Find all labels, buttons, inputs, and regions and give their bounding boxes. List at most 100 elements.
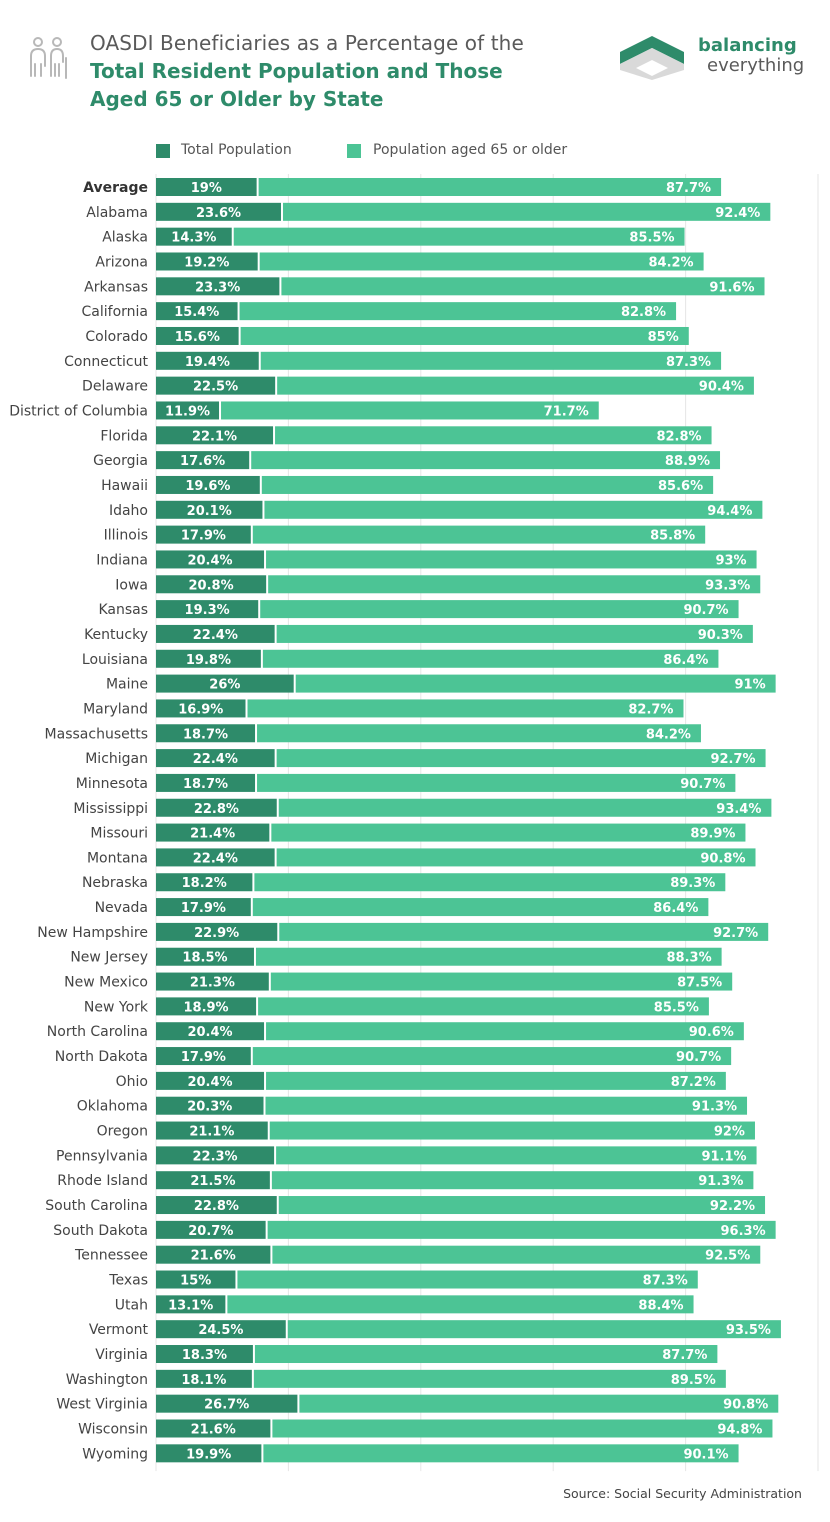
category-label: Rhode Island xyxy=(57,1173,148,1189)
bar-aged-65-plus xyxy=(272,1419,773,1438)
bar-aged-65-plus xyxy=(268,575,761,594)
data-label-aged: 85.6% xyxy=(658,479,703,494)
data-label-aged: 87.2% xyxy=(671,1075,716,1090)
bar-total-population xyxy=(156,277,280,296)
data-label-aged: 89.9% xyxy=(690,827,735,842)
bar-total-population xyxy=(156,451,250,470)
category-label: Minnesota xyxy=(76,776,148,792)
data-label-total: 19.8% xyxy=(186,653,231,668)
chart-title-line-2: Total Resident Population and Those xyxy=(90,59,503,83)
brand-logo-icon xyxy=(620,36,684,80)
bar-aged-65-plus xyxy=(264,500,763,519)
bar-total-population xyxy=(156,302,238,321)
category-label: Pennsylvania xyxy=(56,1148,148,1164)
data-label-aged: 93.5% xyxy=(726,1323,771,1338)
legend-label-aged: Population aged 65 or older xyxy=(373,142,568,158)
data-label-aged: 93.4% xyxy=(716,802,761,817)
chart-title-line-3: Aged 65 or Older by State xyxy=(90,87,384,111)
bar-aged-65-plus xyxy=(271,823,746,842)
category-label: New Jersey xyxy=(70,950,148,966)
bar-aged-65-plus xyxy=(287,1320,781,1339)
chart-header: OASDI Beneficiaries as a Percentage of t… xyxy=(0,0,830,130)
category-label: Idaho xyxy=(109,503,148,519)
bar-aged-65-plus xyxy=(221,401,599,420)
bar-total-population xyxy=(156,1320,286,1339)
category-label: New Hampshire xyxy=(37,925,148,941)
bar-total-population xyxy=(156,475,260,494)
data-label-aged: 91.3% xyxy=(698,1174,743,1189)
data-label-aged: 90.1% xyxy=(683,1447,728,1462)
bar-aged-65-plus xyxy=(252,525,706,544)
bar-aged-65-plus xyxy=(281,277,765,296)
data-label-total: 20.7% xyxy=(188,1224,233,1239)
bar-total-population xyxy=(156,227,232,246)
data-label-aged: 85.5% xyxy=(654,1000,699,1015)
data-label-total: 19.2% xyxy=(184,255,229,270)
data-label-aged: 90.8% xyxy=(700,851,745,866)
data-label-aged: 87.5% xyxy=(677,976,722,991)
bar-aged-65-plus xyxy=(255,947,722,966)
category-label: Hawaii xyxy=(101,478,148,494)
data-label-total: 24.5% xyxy=(198,1323,243,1338)
bar-total-population xyxy=(156,922,278,941)
category-label: California xyxy=(82,304,148,320)
data-label-total: 18.2% xyxy=(182,876,227,891)
category-label: Iowa xyxy=(115,577,148,593)
bar-total-population xyxy=(156,798,277,817)
data-label-aged: 92.7% xyxy=(710,752,755,767)
data-label-total: 17.9% xyxy=(181,1050,226,1065)
data-label-aged: 86.4% xyxy=(653,901,698,916)
category-label: Arkansas xyxy=(84,279,148,295)
data-label-aged: 90.7% xyxy=(683,603,728,618)
data-label-total: 21.3% xyxy=(190,976,235,991)
data-label-total: 21.5% xyxy=(190,1174,235,1189)
category-label: Connecticut xyxy=(64,354,148,370)
bar-aged-65-plus xyxy=(275,426,712,445)
people-icon xyxy=(30,37,67,79)
data-label-aged: 87.7% xyxy=(662,1348,707,1363)
data-label-aged: 87.3% xyxy=(666,355,711,370)
data-label-total: 22.1% xyxy=(192,429,237,444)
bar-total-population xyxy=(156,997,257,1016)
category-label: South Dakota xyxy=(53,1223,148,1239)
category-label: West Virginia xyxy=(56,1397,148,1413)
category-label: New Mexico xyxy=(64,975,148,991)
data-label-total: 18.9% xyxy=(183,1000,228,1015)
bar-total-population xyxy=(156,1121,268,1140)
data-label-aged: 89.5% xyxy=(671,1373,716,1388)
bar-total-population xyxy=(156,600,259,619)
bar-total-population xyxy=(156,202,281,221)
data-label-aged: 91.3% xyxy=(692,1100,737,1115)
bar-aged-65-plus xyxy=(247,699,684,718)
data-label-total: 17.9% xyxy=(181,529,226,544)
bar-aged-65-plus xyxy=(254,873,726,892)
category-label: Wisconsin xyxy=(78,1422,148,1438)
bar-total-population xyxy=(156,1270,236,1289)
bar-total-population xyxy=(156,550,265,569)
data-label-total: 23.6% xyxy=(196,206,241,221)
bar-aged-65-plus xyxy=(260,600,739,619)
bar-total-population xyxy=(156,1096,264,1115)
bar-total-population xyxy=(156,823,270,842)
bar-aged-65-plus xyxy=(270,972,733,991)
chart-title-line-1: OASDI Beneficiaries as a Percentage of t… xyxy=(90,31,524,55)
category-label: North Carolina xyxy=(47,1024,148,1040)
data-label-aged: 88.9% xyxy=(665,454,710,469)
bar-aged-65-plus xyxy=(258,178,722,196)
data-label-total: 20.4% xyxy=(187,553,232,568)
bar-aged-65-plus xyxy=(261,475,714,494)
data-label-total: 17.6% xyxy=(180,454,225,469)
bar-total-population xyxy=(156,972,269,991)
bar-aged-65-plus xyxy=(269,1121,755,1140)
data-label-aged: 91% xyxy=(735,678,766,693)
bar-total-population xyxy=(156,848,275,867)
data-label-total: 20.1% xyxy=(187,504,232,519)
category-label: Washington xyxy=(66,1372,148,1388)
category-label: Nevada xyxy=(95,900,148,916)
data-label-total: 11.9% xyxy=(165,404,210,419)
category-label: Georgia xyxy=(93,453,148,469)
category-label: Oklahoma xyxy=(77,1099,148,1115)
category-label: South Carolina xyxy=(45,1198,148,1214)
category-label: Florida xyxy=(100,428,148,444)
